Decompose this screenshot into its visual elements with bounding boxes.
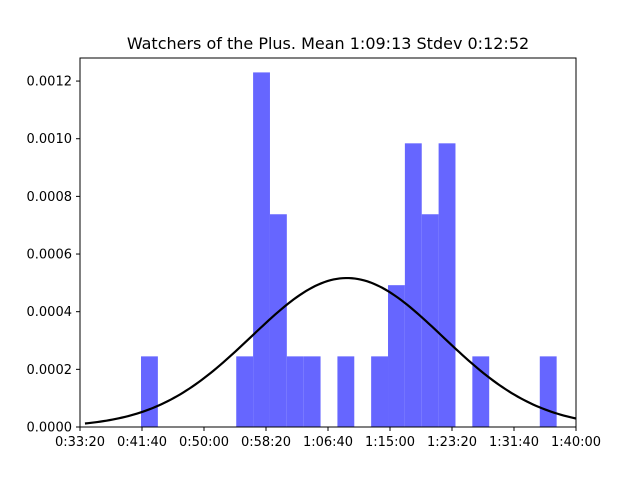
y-tick-label: 0.0010	[27, 132, 73, 147]
x-tick-label: 0:33:20	[55, 435, 105, 450]
histogram-bar	[539, 356, 557, 427]
histogram-bar	[253, 72, 270, 427]
y-tick-label: 0.0004	[27, 305, 73, 320]
histogram-bar	[303, 356, 321, 427]
histogram-bar	[388, 285, 405, 427]
x-tick-label: 1:15:00	[365, 435, 415, 450]
x-tick-label: 0:41:40	[117, 435, 167, 450]
y-tick-label: 0.0000	[27, 421, 73, 436]
y-tick-label: 0.0006	[27, 248, 73, 263]
y-tick-label: 0.0012	[27, 75, 73, 90]
x-tick-label: 1:40:00	[551, 435, 601, 450]
x-tick-label: 0:58:20	[241, 435, 291, 450]
histogram-bars	[141, 72, 557, 427]
histogram-bar	[269, 214, 287, 427]
histogram-bar	[286, 356, 304, 427]
x-axis: 0:33:20 0:41:40 0:50:00 0:58:20 1:06:40 1:15:…	[55, 427, 601, 450]
histogram-bar	[438, 143, 456, 427]
y-tick-label: 0.0002	[27, 363, 73, 378]
chart-title: Watchers of the Plus. Mean 1:09:13 Stdev…	[127, 34, 529, 53]
histogram-bar	[371, 356, 389, 427]
y-tick-label: 0.0008	[27, 190, 73, 205]
x-tick-label: 1:06:40	[303, 435, 353, 450]
histogram-bar	[404, 143, 422, 427]
x-tick-label: 0:50:00	[179, 435, 229, 450]
x-tick-label: 1:31:40	[489, 435, 539, 450]
histogram-bar	[141, 356, 158, 427]
histogram-bar	[337, 356, 355, 427]
normal-density-curve	[84, 276, 577, 425]
y-axis: 0.0000 0.0002 0.0004 0.0006 0.0008 0.0010 0.00…	[27, 75, 80, 436]
histogram-bar	[421, 214, 439, 427]
histogram-bar	[236, 356, 254, 427]
x-tick-label: 1:23:20	[427, 435, 477, 450]
